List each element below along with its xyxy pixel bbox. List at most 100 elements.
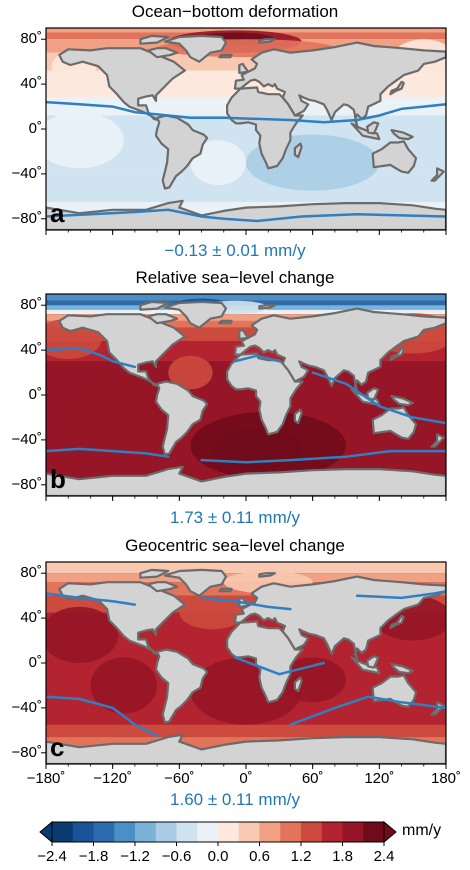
landmass-nz [430,701,445,716]
lat-tick-label: −80˚ [11,475,42,493]
landmass-iceland [218,587,233,593]
field-anomaly [168,355,213,390]
lon-tick-label: −180˚ [26,770,66,787]
contour-line [311,371,446,425]
lat-tick-label: 0˚ [28,654,42,671]
landmass-iceland [218,319,233,325]
contour-line [46,100,446,124]
landmass-southamerica [154,114,209,190]
lat-tick-label: 40˚ [20,75,42,93]
landmass-borneo [366,655,380,669]
map-panel-b [41,293,447,501]
colorbar-bin [363,822,385,842]
landmass-antarctica [46,199,446,230]
contour-line [233,656,326,676]
contour-line [233,354,281,363]
colorbar-bin [155,822,177,842]
landmass-ellesmere [139,300,170,311]
landmass-madagascar [293,408,303,425]
landmass-indonesia [350,656,381,675]
colorbar-bin [321,822,343,842]
landmass-greenland [163,34,228,63]
map-panel-c [41,561,447,769]
lat-tick-label: 40˚ [20,341,42,359]
colorbar-bin [280,822,302,842]
landmass-ellesmere [139,568,170,579]
lat-tick-label: −40˚ [11,164,42,182]
contour-line [355,589,446,600]
colorbar-bin [197,822,219,842]
lat-tick-label: 0˚ [28,386,42,403]
colorbar-tick-label: −1.8 [78,848,109,865]
field-band [46,168,446,202]
lon-tick-label: 0˚ [239,770,253,787]
colorbar-high-arrow [383,820,397,844]
colorbar-bin [114,822,136,842]
landmass-newguinea [390,662,414,675]
panel-b-title: Relative sea−level change [135,268,335,287]
field-band [46,562,446,574]
landmass-baffin [147,581,179,593]
field-band [46,320,446,328]
landmass-japan [389,80,405,96]
colorbar-bin [238,822,260,842]
colorbar-bin [259,822,281,842]
field-anomaly [90,657,158,714]
panel-c-caption: 1.60 ± 0.11 mm/y [170,790,300,809]
landmass-eurasia [233,307,446,393]
field-anomaly [46,606,119,663]
contour-line [46,208,226,221]
lat-tick-label: −80˚ [11,209,42,227]
landmass-iceland [218,53,233,59]
panel-c-title: Geocentric sea−level change [125,536,345,555]
colorbar-tick-label: −0.6 [161,848,192,865]
contour-line [222,213,446,223]
field-band [46,294,446,301]
landmass-africa [226,352,304,436]
panel-b-caption: 1.73 ± 0.11 mm/y [170,508,300,527]
landmass-australia [371,140,418,174]
landmass-madagascar [293,142,303,159]
colorbar-tick-label: 0.6 [249,848,270,865]
panel-letter: a [50,198,65,228]
panel-letter: c [50,732,65,762]
landmass-newguinea [390,128,414,141]
lat-tick-label: 0˚ [28,120,42,137]
landmass-svalbard [258,304,276,310]
panel-letter: b [50,464,66,494]
landmass-baffin [147,47,179,59]
colorbar-tick-label: −1.2 [120,848,150,865]
landmass-antarctica [46,733,446,764]
colorbar-bin [72,822,94,842]
contour-line [46,346,137,369]
colorbar-low-arrow [39,820,53,844]
landmass-svalbard [258,572,276,578]
lon-tick-label: 120˚ [364,770,395,787]
colorbar-tick-label: 1.2 [290,848,312,865]
colorbar-unit: mm/y [402,822,442,839]
field-anomaly [279,657,346,703]
field-anomaly [46,112,124,169]
field-anomaly [212,428,302,470]
landmass-uk [238,328,250,341]
landmass-japan [389,346,405,362]
contour-line [46,592,137,606]
field-band [46,28,446,33]
colorbar [39,820,397,846]
lon-tick-label: 180˚ [430,770,462,787]
contour-line [46,447,170,458]
landmass-greenland [163,568,228,597]
landmass-africa [226,86,304,170]
colorbar-bin [218,822,240,842]
landmass-nz [430,167,445,182]
landmass-baffin [147,313,179,325]
lat-tick-label: 80˚ [20,296,42,314]
lon-tick-label: −120˚ [93,770,133,787]
landmass-borneo [366,121,380,135]
lat-tick-label: 80˚ [20,30,42,48]
contour-line [200,449,446,464]
landmass-ellesmere [139,34,170,45]
landmass-svalbard [258,38,276,44]
panel-a-title: Ocean−bottom deformation [131,2,339,21]
